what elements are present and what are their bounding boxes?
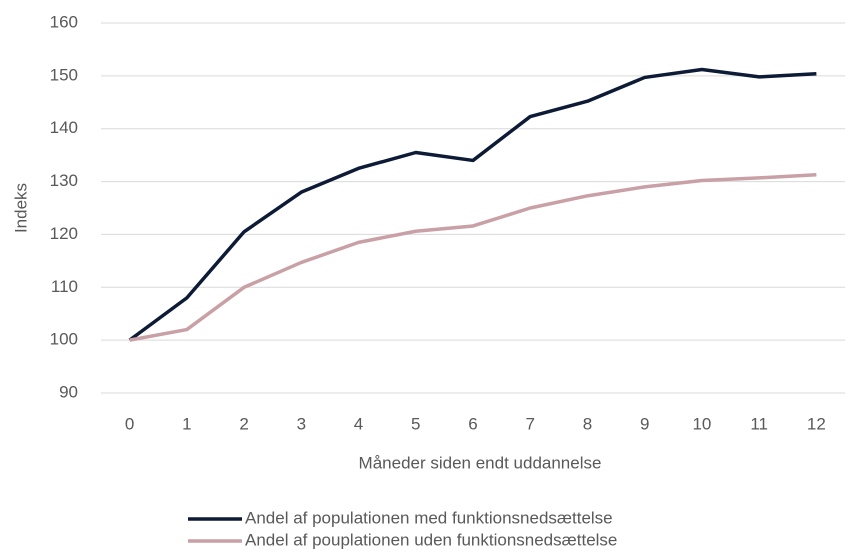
y-tick-label: 120 <box>50 224 78 243</box>
x-tick-label: 5 <box>411 414 420 433</box>
y-tick-label: 130 <box>50 171 78 190</box>
x-tick-label: 0 <box>125 414 134 433</box>
x-tick-label: 10 <box>692 414 711 433</box>
x-tick-label: 9 <box>640 414 649 433</box>
data-line <box>128 67 817 342</box>
x-tick-label: 6 <box>468 414 477 433</box>
y-axis-label: Indeks <box>11 183 30 233</box>
x-axis-label: Måneder siden endt uddannelse <box>359 453 602 472</box>
y-tick-label: 150 <box>50 65 78 84</box>
legend-label: Andel af pouplationen uden funktionsneds… <box>245 530 617 549</box>
x-tick-label: 7 <box>525 414 534 433</box>
y-tick-label: 90 <box>59 382 78 401</box>
x-tick-label: 11 <box>750 414 768 433</box>
legend-label: Andel af populationen med funktionsnedsæ… <box>245 508 613 527</box>
x-tick-label: 3 <box>297 414 306 433</box>
y-tick-label: 140 <box>50 118 78 137</box>
y-tick-label: 100 <box>50 330 78 349</box>
data-line <box>129 172 817 342</box>
x-tick-label: 4 <box>354 414 363 433</box>
x-tick-label: 1 <box>182 414 191 433</box>
y-tick-label: 110 <box>51 277 78 296</box>
y-tick-label: 160 <box>50 12 78 31</box>
x-tick-label: 12 <box>807 414 826 433</box>
x-tick-label: 8 <box>583 414 592 433</box>
x-tick-label: 2 <box>239 414 248 433</box>
